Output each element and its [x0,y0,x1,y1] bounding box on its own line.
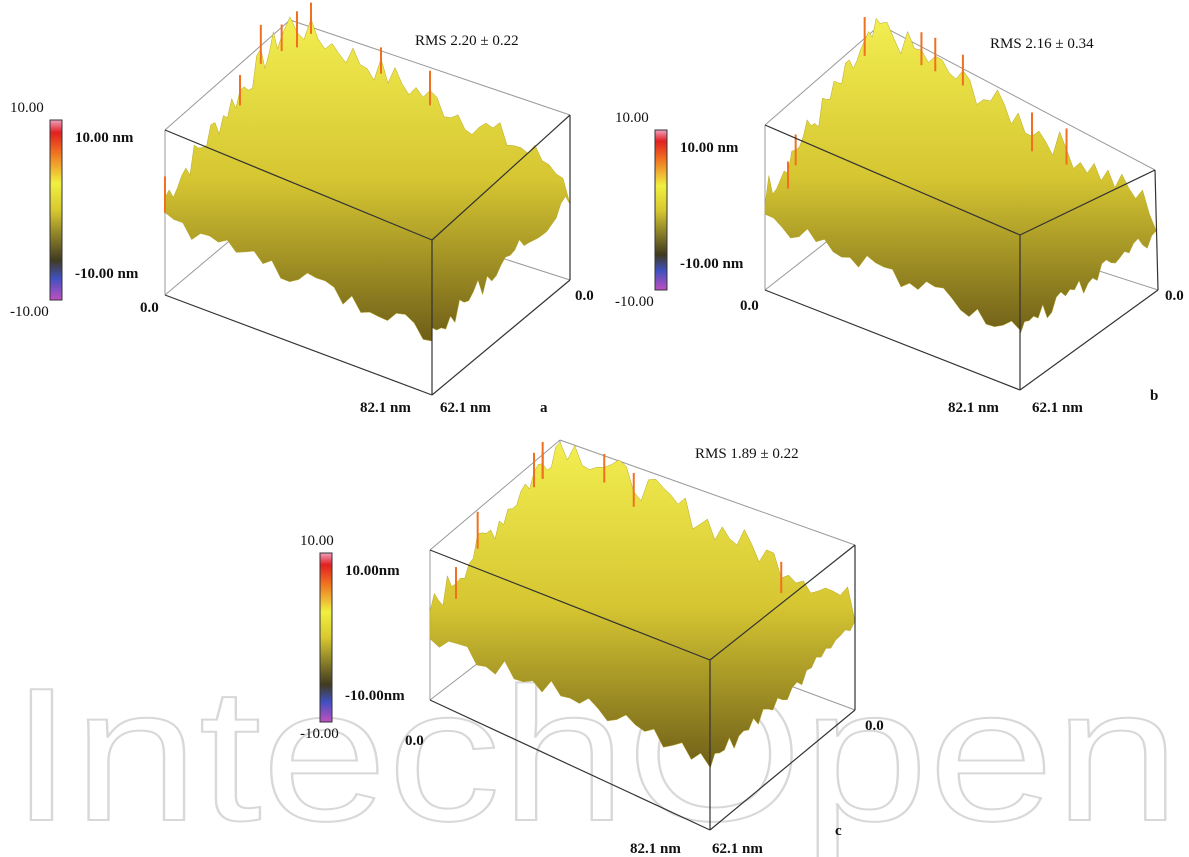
scale-min: -10.00 [615,294,654,310]
x-end: 82.1 nm [630,841,681,857]
box-edge [429,549,711,661]
box-edge [559,439,856,546]
rms: RMS 1.89 ± 0.22 [695,446,799,462]
panel-letter: b [1150,388,1158,404]
scale-min: -10.00 [300,726,339,742]
box-edge [429,439,561,551]
bottom-label: -10.00 nm [75,266,139,282]
box-edge [431,114,571,241]
box-edge [1019,289,1159,391]
origin-left: 0.0 [740,298,759,314]
rms: RMS 2.20 ± 0.22 [415,33,519,49]
box-edge [289,19,571,116]
top-label: 10.00 nm [75,130,134,146]
box-edge [879,24,1156,171]
box-edge [429,699,711,831]
scale-min: -10.00 [10,304,49,320]
origin-left: 0.0 [140,300,159,316]
y-end: 62.1 nm [712,841,763,857]
rms: RMS 2.16 ± 0.34 [990,36,1094,52]
x-end: 82.1 nm [360,400,411,416]
box-edge [709,544,856,661]
afm-surface [764,17,1157,335]
box-edge [764,289,1021,391]
bottom-label: -10.00 nm [680,256,744,272]
panel-letter: a [540,400,548,416]
x-end: 82.1 nm [948,400,999,416]
scale-max: 10.00 [615,110,649,126]
afm-surface [164,16,571,342]
box-edge [1154,169,1159,291]
color-bar [319,552,333,723]
color-bar [654,129,668,291]
box-edge [164,129,433,241]
y-end: 62.1 nm [440,400,491,416]
box-edge [164,19,291,131]
origin-right: 0.0 [865,718,884,734]
top-label: 10.00 nm [680,140,739,156]
panel-letter: c [835,823,842,839]
box-edge [764,124,1021,236]
box-edge [709,709,856,831]
scale-max: 10.00 [10,100,44,116]
bottom-label: -10.00nm [345,688,405,704]
origin-right: 0.0 [575,288,594,304]
afm-surface [429,441,856,770]
box-edge [764,24,881,126]
scale-max: 10.00 [300,533,334,549]
color-bar [49,119,63,301]
y-end: 62.1 nm [1032,400,1083,416]
box-edge [1019,169,1156,236]
origin-right: 0.0 [1165,288,1184,304]
box-edge [431,279,571,396]
top-label: 10.00nm [345,563,400,579]
origin-left: 0.0 [405,733,424,749]
box-edge [164,294,433,396]
